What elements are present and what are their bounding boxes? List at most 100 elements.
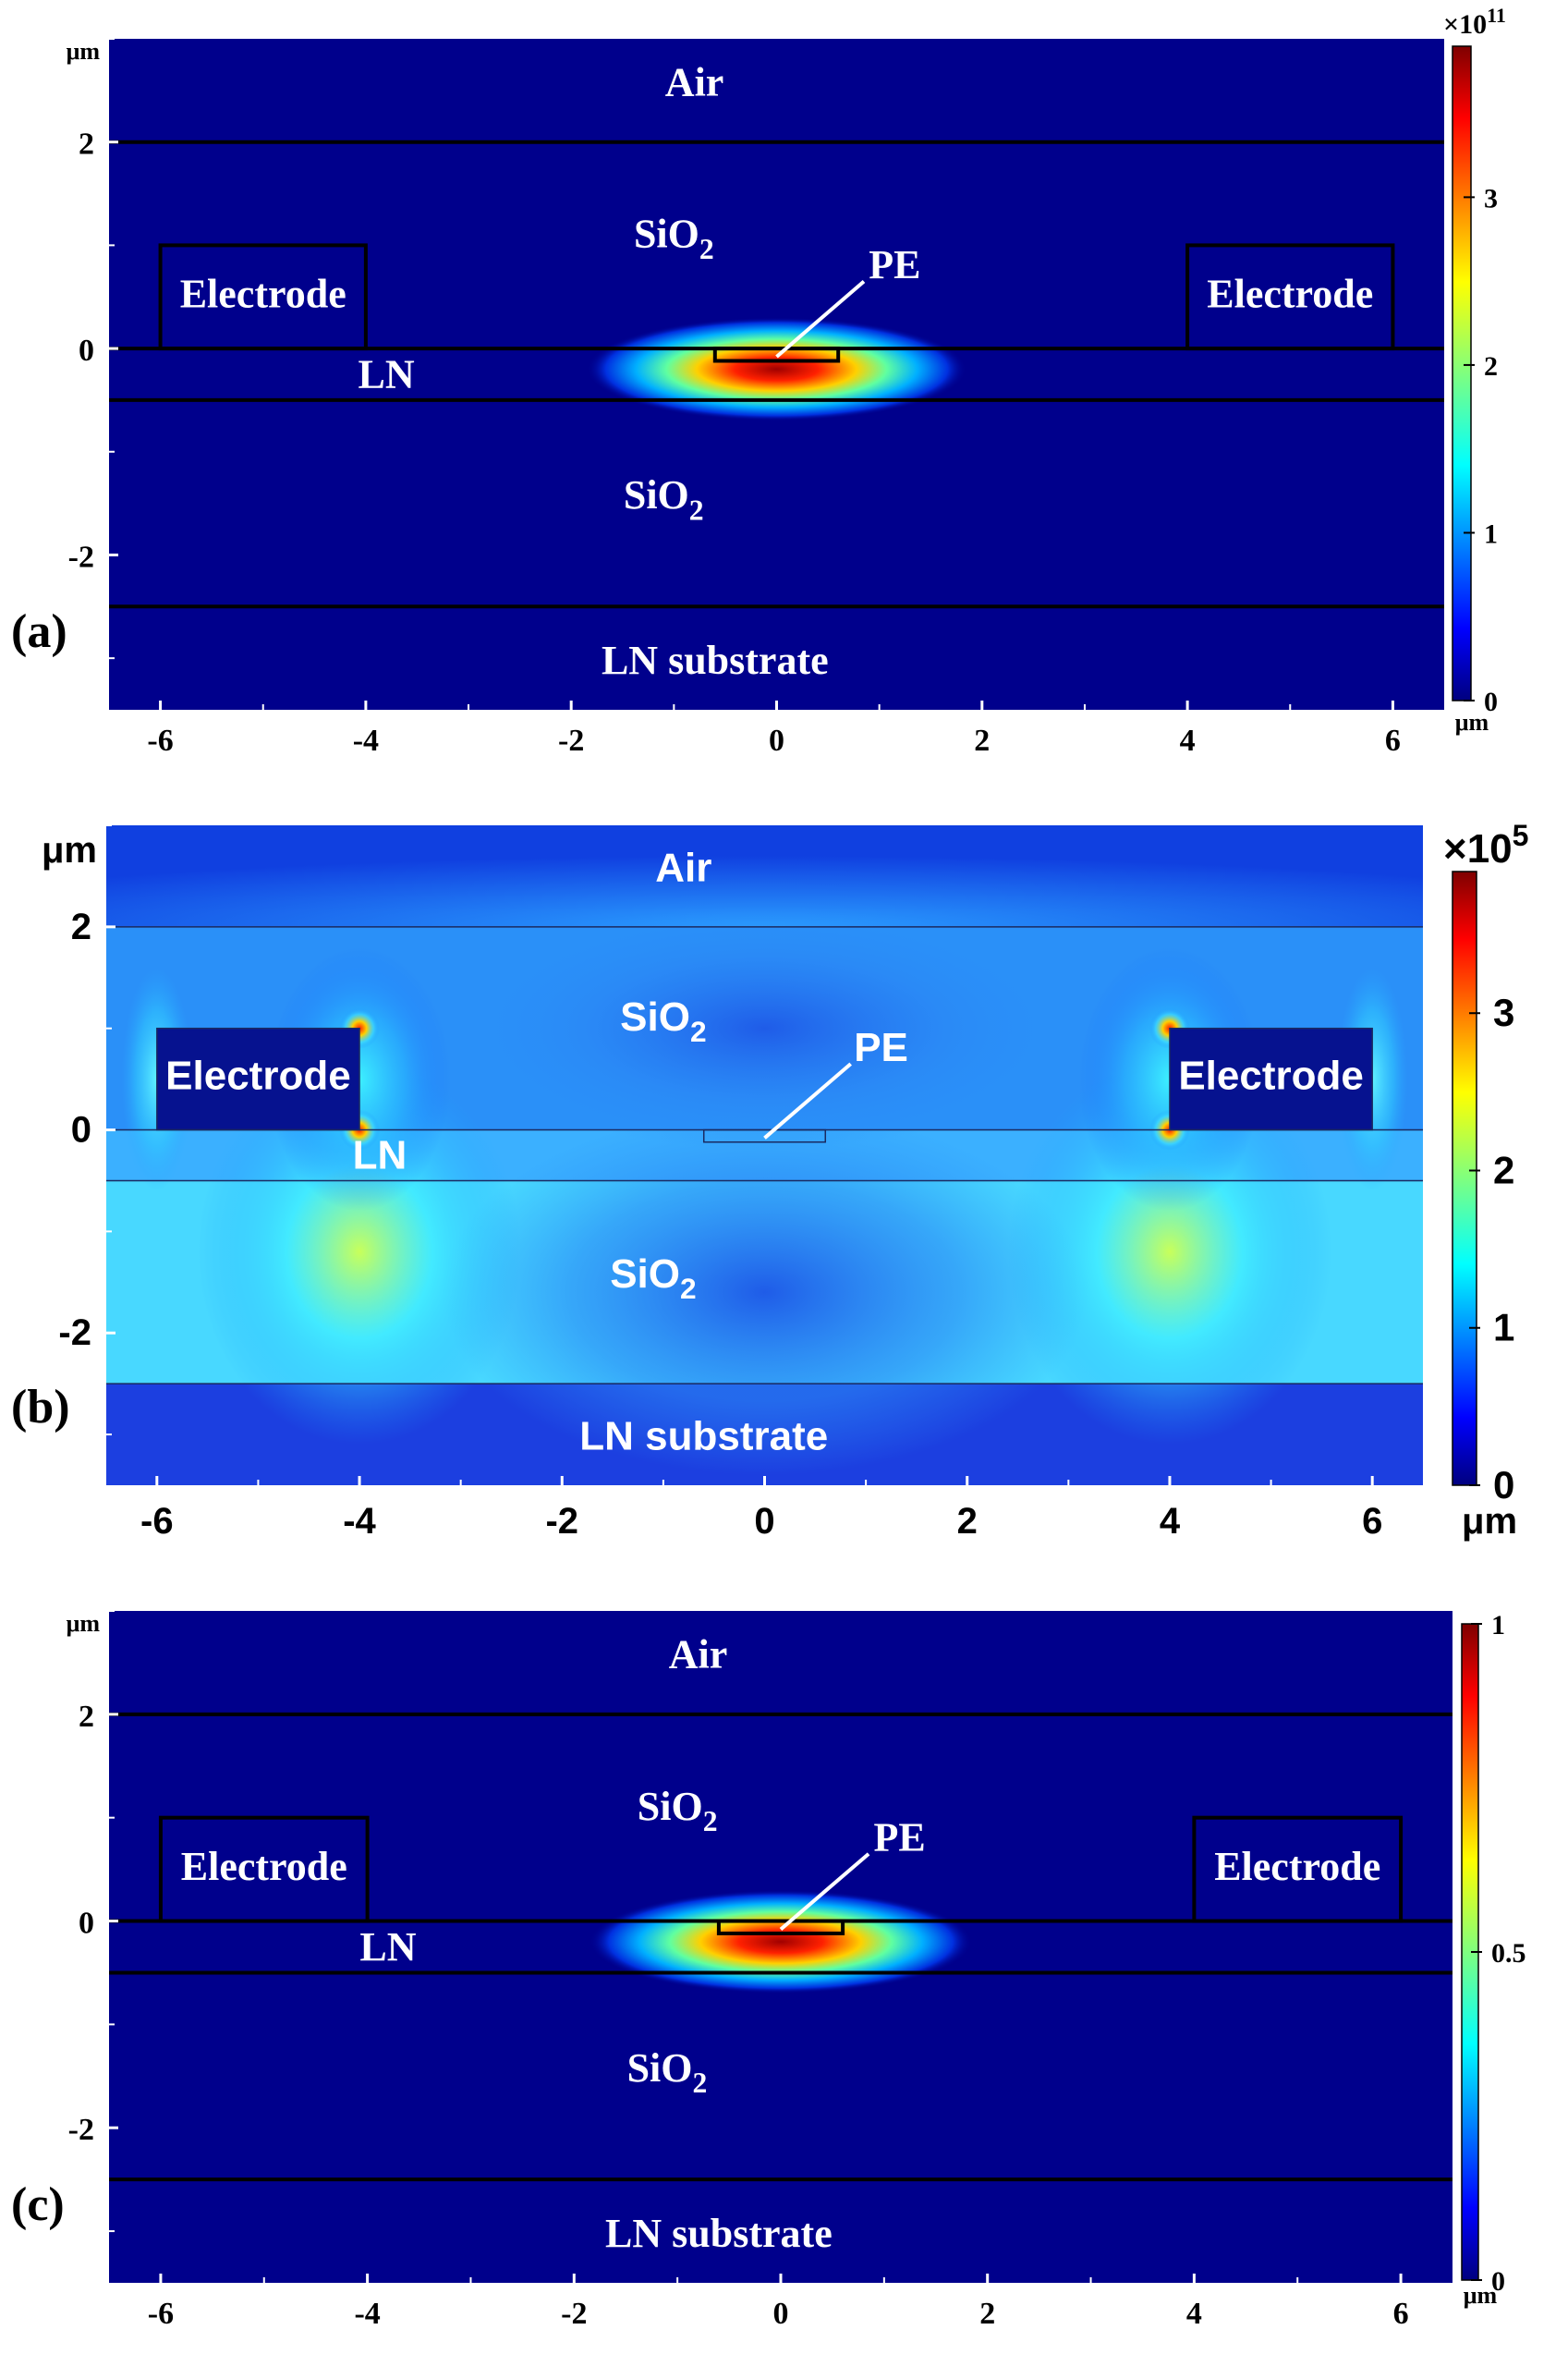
colorbar-tick-label: 1 [1491, 1610, 1505, 1640]
x-unit-label: μm [1462, 1501, 1517, 1542]
electrode-outline [156, 1027, 360, 1131]
x-tick-label: -4 [353, 724, 379, 758]
x-tick-label: -6 [147, 724, 173, 758]
x-tick-label: -2 [561, 2297, 587, 2331]
air-label: Air [665, 59, 724, 104]
lower-glow-0 [197, 1058, 522, 1445]
x-tick-label: 4 [1186, 2297, 1202, 2331]
x-tick-label: -4 [343, 1501, 376, 1542]
y-tick-label: 2 [71, 907, 91, 947]
substrate-label: LN substrate [602, 638, 829, 683]
colorbar-tick-label: 3 [1493, 991, 1514, 1034]
ln-label: LN [353, 1132, 407, 1177]
pe-label: PE [869, 242, 920, 287]
sio2-top-label: SiO2 [638, 1784, 718, 1837]
electrode-left-label: Electrode [181, 1844, 347, 1889]
colorbar-tick-label: 1 [1493, 1306, 1514, 1349]
pe-label: PE [854, 1025, 908, 1070]
x-tick-label: -4 [354, 2297, 380, 2331]
pe-pointer [775, 279, 866, 359]
ln-label: LN [359, 1924, 416, 1970]
electrode-outline [158, 243, 368, 351]
panel-label: (a) [11, 605, 67, 658]
x-tick-label: 2 [957, 1501, 978, 1542]
electrode-body [156, 1028, 360, 1130]
electrode-left-label: Electrode [165, 1054, 351, 1099]
colorbar-tick-label: 2 [1493, 1148, 1514, 1191]
sio2-bottom-label: SiO2 [610, 1251, 696, 1305]
colorbar-tick-label: 0 [1493, 1463, 1514, 1506]
pe-label: PE [874, 1814, 926, 1860]
x-tick-label: -6 [148, 2297, 174, 2331]
x-tick-label: -2 [545, 1501, 578, 1542]
pe-pointer [763, 1062, 852, 1140]
panel-b: Air SiO2 SiO2 LN LN substrate PE Electrode Elec… [11, 819, 1528, 1542]
panel-label: (c) [11, 2178, 65, 2231]
y-tick-label: 0 [71, 1110, 91, 1151]
electrode-outline [1185, 243, 1395, 351]
air-label: Air [669, 1632, 728, 1677]
y-tick-label: -2 [68, 540, 94, 574]
x-tick-label: 4 [1160, 1501, 1181, 1542]
y-tick-label: 0 [79, 334, 94, 368]
x-tick-label: 0 [769, 724, 784, 758]
x-tick-label: 6 [1385, 724, 1401, 758]
pe-pointer [779, 1852, 870, 1932]
panel-a: Air SiO2 SiO2 LN LN substrate PE Electrode Elec… [11, 4, 1506, 758]
panel-label: (b) [11, 1381, 70, 1433]
electrode-left-label: Electrode [180, 271, 346, 316]
x-tick-label: 0 [773, 2297, 789, 2331]
sio2-bottom-label: SiO2 [624, 472, 704, 526]
y-tick-label: 2 [79, 1700, 94, 1734]
pe-outline [702, 1128, 827, 1143]
x-unit-label: μm [1464, 2282, 1498, 2309]
x-tick-label: -6 [140, 1501, 174, 1542]
sio2-top-label: SiO2 [634, 212, 714, 265]
y-tick-label: -2 [68, 2113, 94, 2147]
y-tick-label: 0 [79, 1907, 94, 1941]
x-unit-label: μm [1455, 709, 1489, 736]
x-tick-label: 2 [974, 724, 990, 758]
colorbar [1452, 45, 1472, 701]
colorbar-scale-label: ×1011 [1443, 4, 1506, 40]
x-tick-label: 4 [1180, 724, 1196, 758]
x-tick-label: -2 [558, 724, 584, 758]
y-unit-label: μm [67, 1610, 101, 1637]
y-tick-label: -2 [58, 1312, 91, 1353]
y-unit-label: μm [42, 830, 97, 871]
mode-field [586, 317, 967, 421]
sio2-top-label: SiO2 [620, 994, 706, 1048]
electrode-right-label: Electrode [1207, 271, 1373, 316]
electrode-right-label: Electrode [1178, 1054, 1364, 1099]
sio2-bottom-label: SiO2 [627, 2045, 708, 2099]
x-tick-label: 0 [754, 1501, 774, 1542]
colorbar-tick-label: 0.5 [1491, 1938, 1526, 1969]
lower-glow-1 [1007, 1058, 1332, 1445]
x-tick-label: 2 [979, 2297, 995, 2331]
x-tick-label: 6 [1393, 2297, 1409, 2331]
substrate-label: LN substrate [579, 1414, 828, 1459]
x-tick-label: 6 [1362, 1501, 1382, 1542]
substrate-label: LN substrate [605, 2211, 833, 2256]
air-label: Air [655, 845, 711, 890]
colorbar-scale-label: ×105 [1443, 819, 1528, 872]
colorbar-tick-label: 1 [1484, 518, 1498, 549]
electrode-body [1169, 1028, 1373, 1130]
electrode-outline [1192, 1815, 1404, 1923]
colorbar-tick-label: 0 [1491, 2266, 1505, 2297]
pe-outline [712, 347, 841, 363]
panel-c: Air SiO2 SiO2 LN LN substrate PE Electrode Elec… [11, 1610, 1526, 2331]
colorbar-tick-label: 0 [1484, 687, 1498, 717]
electrode-outline [1169, 1027, 1373, 1131]
colorbar-tick-label: 3 [1484, 183, 1498, 213]
mode-field [590, 1889, 972, 1994]
colorbar-tick-label: 2 [1484, 351, 1498, 382]
center-low-field-top [460, 906, 1069, 1151]
electrode-outline [158, 1815, 370, 1923]
electrode-right-label: Electrode [1214, 1844, 1380, 1889]
y-tick-label: 2 [79, 128, 94, 162]
y-unit-label: μm [67, 38, 101, 65]
pe-outline [716, 1919, 845, 1935]
ln-label: LN [359, 352, 415, 397]
